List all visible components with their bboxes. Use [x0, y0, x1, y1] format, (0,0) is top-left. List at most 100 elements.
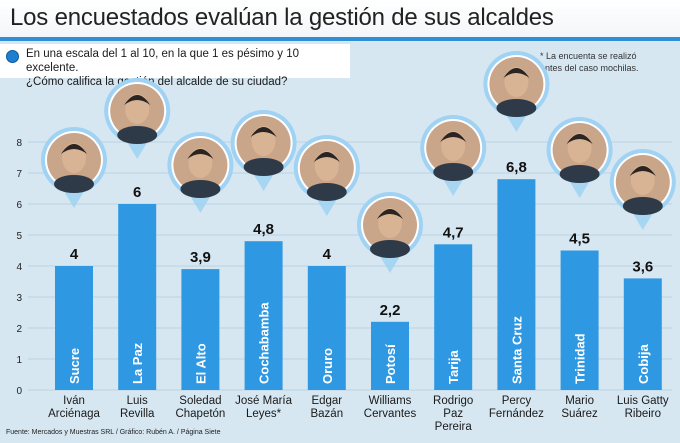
bar	[434, 244, 473, 390]
portrait-face	[125, 94, 150, 124]
mayor-name-line: Luis	[127, 395, 148, 407]
portrait-shoulders	[306, 183, 347, 201]
mayor-name-line: Edgar	[311, 395, 342, 407]
question-line-2: ¿Cómo califica la gestión del alcalde de…	[26, 76, 288, 88]
y-tick-label: 4	[16, 262, 22, 273]
data-label: 4,5	[569, 231, 590, 248]
data-label: 6,8	[506, 159, 527, 176]
portrait-face	[630, 165, 655, 195]
portrait-face	[62, 143, 86, 173]
mayor-name-line: Luis Gatty	[617, 395, 669, 407]
data-label: 6	[133, 184, 141, 201]
portrait-shoulders	[370, 240, 410, 258]
portrait-shoulders	[559, 165, 600, 183]
bar-city-label: La Paz	[130, 342, 145, 384]
data-label: 2,2	[380, 302, 401, 319]
portrait-shoulders	[496, 99, 537, 117]
portrait-shoulders	[54, 175, 94, 193]
data-label: 3,6	[632, 258, 653, 275]
bar	[307, 266, 346, 390]
mayor-name-line: Percy	[502, 395, 532, 407]
mayor-name-line: José María	[235, 395, 292, 407]
bar-city-label: Potosí	[383, 344, 398, 384]
mayor-name-line: Arciénaga	[48, 408, 100, 420]
bar-city-label: Oruro	[320, 348, 335, 384]
y-tick-label: 2	[16, 324, 22, 335]
mayor-name-line: Suárez	[561, 408, 598, 420]
question-line-1: En una escala del 1 al 10, en la que 1 e…	[26, 48, 299, 74]
bar	[560, 250, 599, 390]
mayor-name-line: Leyes*	[246, 408, 282, 420]
portrait-face	[567, 133, 592, 163]
footnote: * La encuenta se realizó antes del caso …	[540, 50, 676, 74]
portrait-shoulders	[243, 158, 284, 176]
portrait-shoulders	[117, 126, 158, 144]
portrait-face	[378, 208, 402, 238]
bar	[118, 204, 157, 390]
portrait-shoulders	[433, 163, 474, 181]
mayor-name-line: Paz	[443, 408, 463, 420]
portrait-shoulders	[622, 197, 663, 215]
data-label: 3,9	[190, 249, 211, 266]
portrait-hair	[503, 68, 530, 78]
mayor-name-line: Ribeiro	[625, 408, 661, 420]
portrait-hair	[313, 152, 340, 162]
portrait-hair	[187, 149, 214, 159]
mayor-name-line: Mario	[565, 395, 594, 407]
bar-city-label: Tarija	[446, 350, 461, 384]
mayor-name-line: Soledad	[179, 395, 221, 407]
y-tick-label: 8	[16, 138, 22, 149]
mayor-name-line: Bazán	[310, 408, 343, 420]
mayor-name-line: Chapetón	[175, 408, 225, 420]
mayor-name-line: Revilla	[120, 408, 155, 420]
mayor-name-line: Pereira	[435, 421, 473, 433]
portrait-hair	[566, 134, 593, 144]
bar	[623, 278, 662, 390]
portrait-face	[188, 148, 213, 178]
portrait-face	[441, 131, 466, 161]
y-tick-label: 1	[16, 355, 22, 366]
source-credit: Fuente: Mercados y Muestras SRL / Gráfic…	[6, 429, 221, 436]
portrait-face	[251, 126, 276, 156]
portrait-shoulders	[180, 180, 221, 198]
y-tick-label: 3	[16, 293, 22, 304]
y-tick-label: 6	[16, 200, 22, 211]
portrait-hair	[377, 209, 403, 219]
title-bar: Los encuestados evalúan la gestión de su…	[0, 0, 680, 41]
bar	[244, 241, 283, 390]
portrait-hair	[250, 127, 277, 137]
bar	[181, 269, 220, 390]
bar-city-label: Sucre	[67, 348, 82, 384]
question-text: En una escala del 1 al 10, en la que 1 e…	[26, 47, 350, 89]
question-box: En una escala del 1 al 10, en la que 1 e…	[0, 44, 350, 88]
bar-city-label: Trinidad	[573, 333, 588, 384]
portrait-hair	[61, 144, 87, 154]
data-label: 4,8	[253, 221, 274, 238]
footnote-line-2: antes del caso mochilas.	[540, 63, 639, 73]
bullet-icon	[6, 50, 19, 63]
y-tick-label: 5	[16, 231, 22, 242]
bar-city-label: Cobija	[636, 344, 651, 384]
portrait-face	[504, 67, 529, 97]
data-label: 4	[70, 246, 79, 263]
portrait-hair	[629, 166, 656, 176]
bar-city-label: El Alto	[193, 343, 208, 384]
bar	[55, 266, 93, 390]
portrait-face	[314, 151, 339, 181]
bar	[371, 321, 409, 390]
mayor-name-line: Rodrigo	[433, 395, 473, 407]
mayor-name-line: Fernández	[489, 408, 544, 420]
data-label: 4	[323, 246, 332, 263]
bar-city-label: Cochabamba	[257, 302, 272, 384]
